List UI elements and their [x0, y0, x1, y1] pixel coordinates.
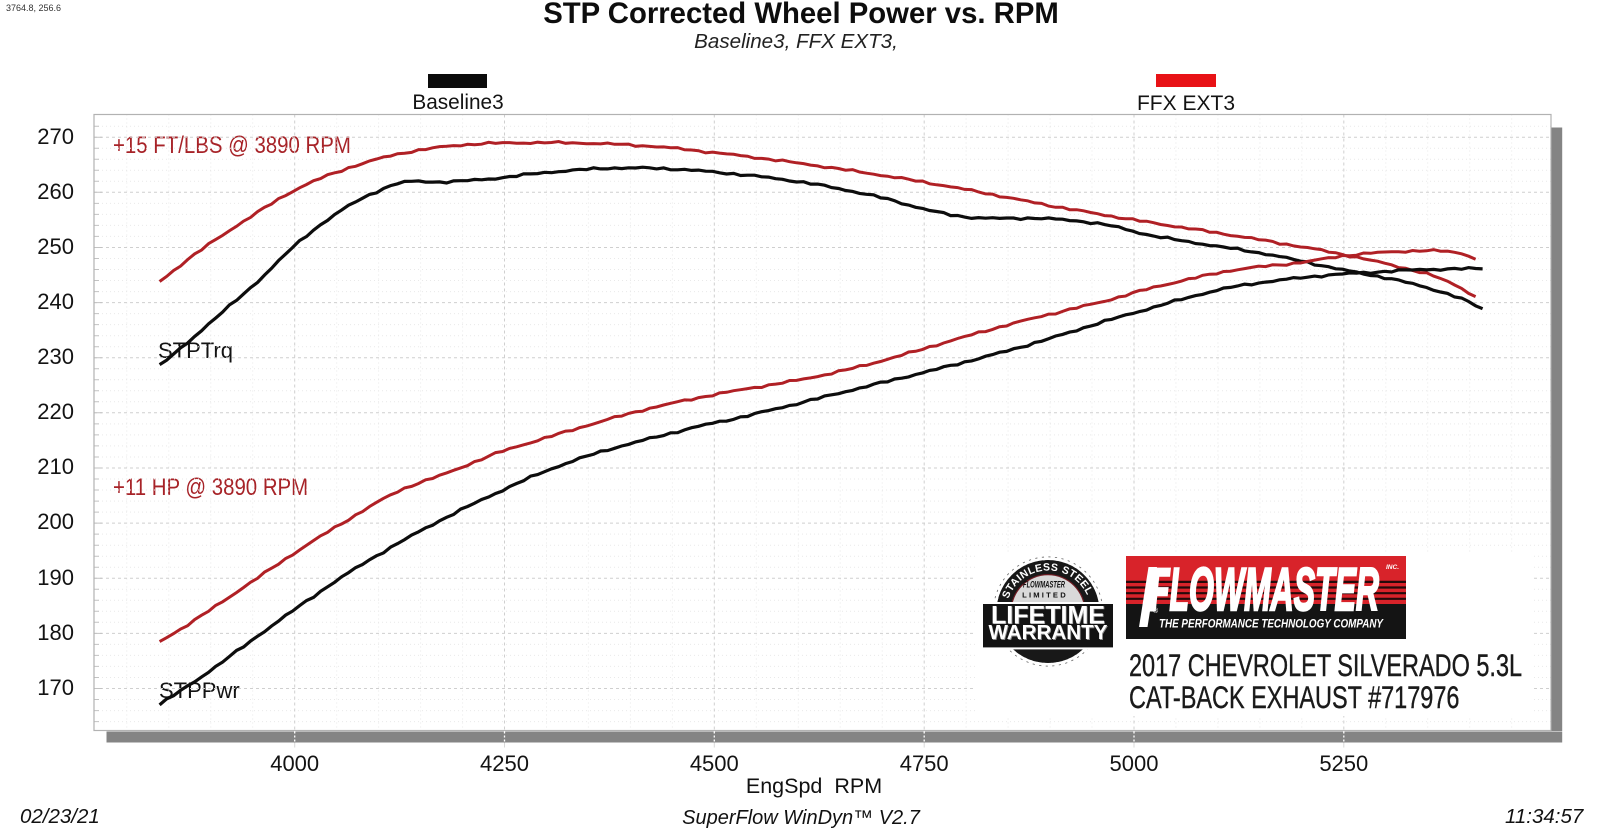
svg-text:WARRANTY: WARRANTY — [989, 621, 1108, 644]
svg-text:LIFETIME: LIFETIME — [992, 602, 1106, 630]
svg-text:FLOWMASTER: FLOWMASTER — [1023, 580, 1065, 590]
svg-text:INC.: INC. — [1386, 564, 1399, 571]
svg-text:WARRANTY: WARRANTY — [989, 622, 1108, 645]
svg-text:FLOWMASTER: FLOWMASTER — [1150, 556, 1379, 623]
svg-text:THE PERFORMANCE TECHNOLOGY COM: THE PERFORMANCE TECHNOLOGY COMPANY — [1159, 617, 1384, 631]
svg-text:LIMITED: LIMITED — [1022, 591, 1068, 600]
svg-text:LIFETIME: LIFETIME — [991, 601, 1105, 629]
svg-text:®: ® — [1153, 607, 1159, 615]
